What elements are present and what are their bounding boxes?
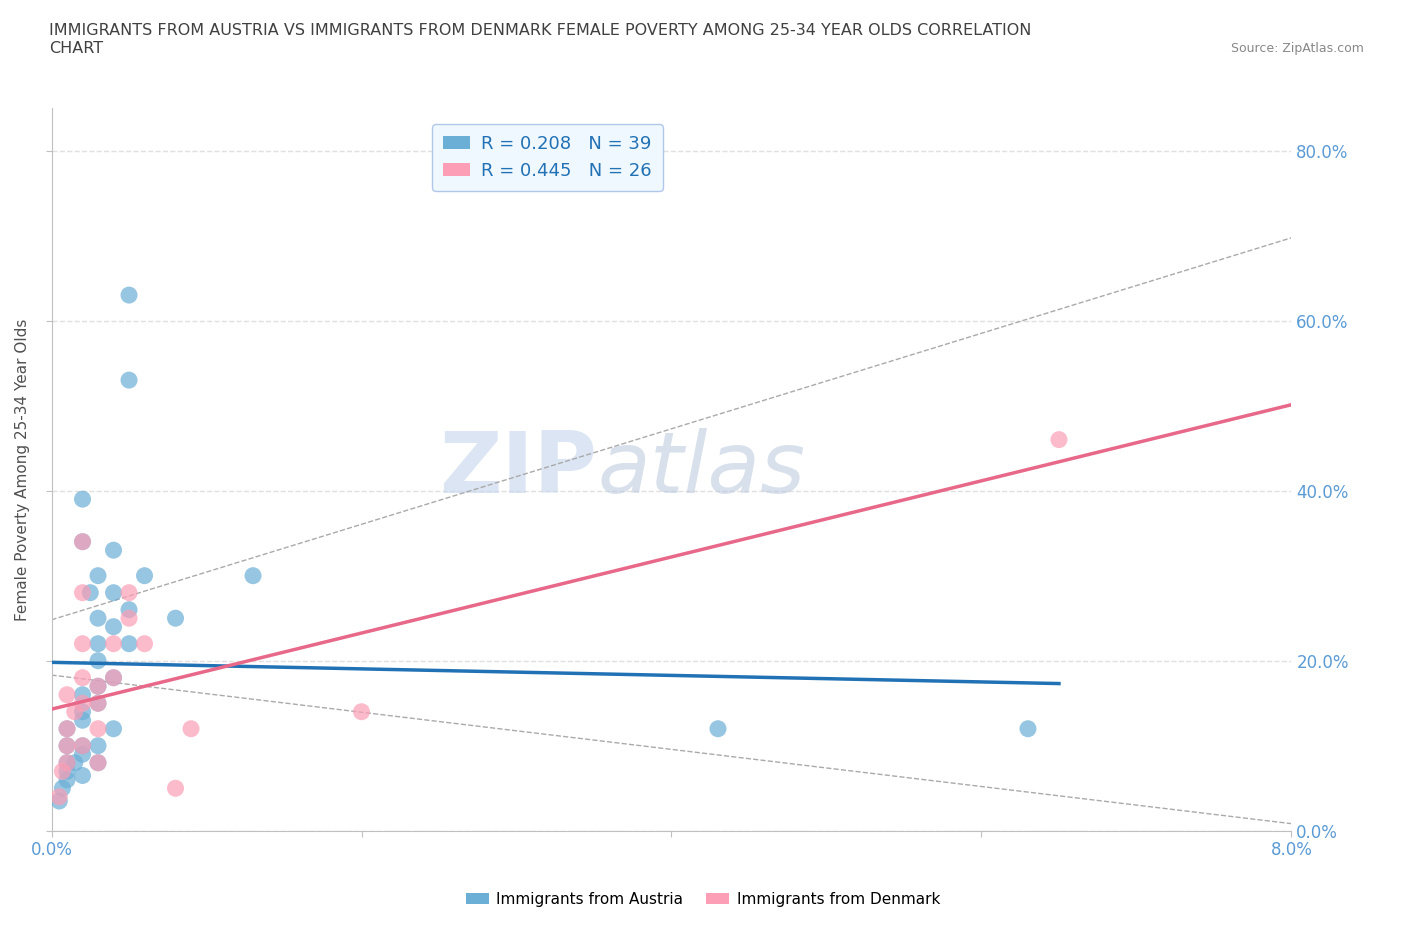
Point — [56, 738, 79, 753]
Point — [63, 704, 86, 719]
Text: Source: ZipAtlas.com: Source: ZipAtlas.com — [1230, 42, 1364, 55]
Point — [56, 687, 79, 702]
Point — [56, 755, 79, 770]
Point — [242, 568, 264, 583]
Point — [87, 755, 110, 770]
Point — [87, 653, 110, 668]
Point — [72, 585, 94, 600]
Point — [180, 722, 202, 737]
Point — [72, 712, 94, 727]
Point — [118, 611, 141, 626]
Point — [48, 790, 70, 804]
Point — [56, 738, 79, 753]
Point — [51, 764, 73, 778]
Point — [87, 755, 110, 770]
Point — [118, 585, 141, 600]
Point — [56, 722, 79, 737]
Point — [1047, 432, 1070, 447]
Point — [56, 764, 79, 778]
Point — [87, 611, 110, 626]
Point — [87, 722, 110, 737]
Point — [87, 696, 110, 711]
Point — [51, 781, 73, 796]
Point — [165, 611, 187, 626]
Y-axis label: Female Poverty Among 25-34 Year Olds: Female Poverty Among 25-34 Year Olds — [15, 318, 30, 620]
Point — [103, 671, 125, 685]
Point — [72, 492, 94, 507]
Point — [72, 704, 94, 719]
Point — [87, 679, 110, 694]
Point — [707, 722, 730, 737]
Point — [87, 696, 110, 711]
Point — [103, 671, 125, 685]
Point — [118, 287, 141, 302]
Text: IMMIGRANTS FROM AUSTRIA VS IMMIGRANTS FROM DENMARK FEMALE POVERTY AMONG 25-34 YE: IMMIGRANTS FROM AUSTRIA VS IMMIGRANTS FR… — [49, 23, 1032, 56]
Point — [72, 768, 94, 783]
Point — [87, 679, 110, 694]
Point — [118, 636, 141, 651]
Point — [1017, 722, 1039, 737]
Point — [134, 636, 156, 651]
Point — [56, 722, 79, 737]
Legend: Immigrants from Austria, Immigrants from Denmark: Immigrants from Austria, Immigrants from… — [460, 886, 946, 913]
Point — [72, 738, 94, 753]
Point — [118, 603, 141, 618]
Point — [103, 543, 125, 558]
Point — [165, 781, 187, 796]
Point — [72, 747, 94, 762]
Point — [72, 636, 94, 651]
Point — [103, 636, 125, 651]
Text: ZIP: ZIP — [439, 428, 598, 511]
Point — [87, 636, 110, 651]
Point — [72, 671, 94, 685]
Point — [72, 696, 94, 711]
Point — [56, 755, 79, 770]
Point — [72, 687, 94, 702]
Point — [72, 534, 94, 549]
Point — [103, 619, 125, 634]
Text: atlas: atlas — [598, 428, 806, 511]
Point — [103, 722, 125, 737]
Point — [72, 534, 94, 549]
Point — [72, 738, 94, 753]
Point — [63, 755, 86, 770]
Point — [118, 373, 141, 388]
Point — [134, 568, 156, 583]
Point — [103, 585, 125, 600]
Point — [79, 585, 101, 600]
Legend: R = 0.208   N = 39, R = 0.445   N = 26: R = 0.208 N = 39, R = 0.445 N = 26 — [433, 125, 662, 191]
Point — [56, 772, 79, 787]
Point — [48, 793, 70, 808]
Point — [87, 738, 110, 753]
Point — [87, 568, 110, 583]
Point — [350, 704, 373, 719]
